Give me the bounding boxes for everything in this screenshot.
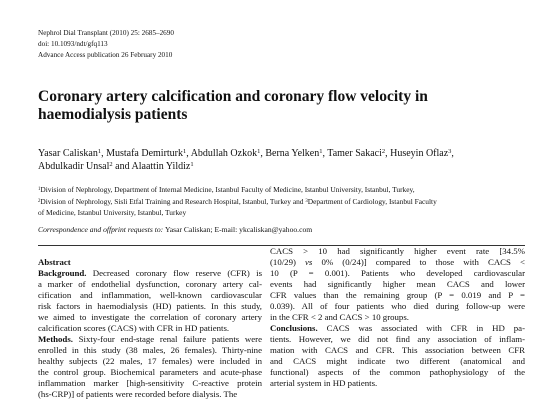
abstract-line: the control group. Biochemical parameter…	[38, 367, 262, 377]
text: CACS > 10 had significantly higher event…	[270, 246, 525, 256]
text: cification and inflammation, well-known …	[38, 290, 262, 300]
text: the control group. Biochemical parameter…	[38, 367, 262, 377]
bold-text: Abstract	[38, 257, 71, 267]
abstract-line: we aimed to investigate the correlation …	[38, 312, 262, 322]
text: a marker of endothelial dysfunction, cor…	[38, 279, 262, 289]
correspondence: Correspondence and offprint requests to:…	[38, 225, 312, 234]
text: we aimed to investigate the correlation …	[38, 312, 262, 322]
abstract-line: (10/29) vs 0% (0/24)] compared to those …	[270, 257, 525, 267]
text: (hs-CRP)] of patients were recorded befo…	[38, 389, 238, 399]
text: and CACS might indicate two different (a…	[270, 356, 525, 366]
journal-info: Nephrol Dial Transplant (2010) 25: 2685–…	[38, 29, 174, 37]
rule	[38, 245, 525, 246]
text: tients. However, we did not find any ass…	[270, 334, 525, 344]
text: Abdulkadir Unsal	[38, 161, 110, 172]
text: calcification scores (CACS) with CFR in …	[38, 323, 230, 333]
superscript: 1	[97, 148, 102, 156]
text: CACS was associated with CFR in HD pa-	[317, 323, 525, 333]
journal-info: doi: 10.1093/ndt/gfq113	[38, 40, 108, 48]
text: risk factors in haemodialysis (HD) patie…	[38, 301, 262, 311]
text: 0% (0/24)] compared to those with CACS <	[312, 257, 526, 267]
abstract-line: healthy subjects (22 males, 17 females) …	[38, 356, 262, 366]
superscript: 2	[381, 148, 386, 156]
text: arterial system in HD patients.	[270, 378, 378, 388]
author-line: Abdulkadir Unsal2 and Alaattin Yildiz1	[38, 161, 528, 172]
abstract-line: arterial system in HD patients.	[270, 378, 525, 388]
superscript: 1	[319, 148, 323, 156]
text: , Huseyin Oflaz	[385, 148, 449, 159]
text: 10 (P = 0.001). Patients who developed c…	[270, 268, 525, 278]
text: Department of Cardiology, Istanbul Facul…	[307, 196, 437, 206]
abstract-line: risk factors in haemodialysis (HD) patie…	[38, 301, 262, 311]
abstract-line: inflammation marker [high-sensitivity C-…	[38, 378, 262, 388]
article-title: haemodialysis patients	[38, 106, 188, 123]
superscript: 1	[190, 161, 194, 169]
text: Yasar Caliskan	[38, 148, 98, 159]
bold-text: Conclusions.	[270, 323, 318, 333]
text: mation with CACS and CFR. This associati…	[270, 345, 525, 355]
text: , Berna Yelken	[260, 148, 320, 159]
abstract-line: Conclusions. CACS was associated with CF…	[270, 323, 525, 333]
abstract-line: Methods. Sixty-four end-stage renal fail…	[38, 334, 262, 344]
text: , Abdullah Ozkok	[186, 148, 258, 159]
bold-text: Methods.	[38, 334, 73, 344]
text: Yasar Caliskan; E-mail: ykcaliskan@yahoo…	[165, 225, 313, 234]
abstract-line: events had significantly higher mean CAC…	[270, 279, 525, 289]
abstract-line: in the CFR < 2 and CACS > 10 groups.	[270, 312, 525, 322]
text: of Medicine, Istanbul University, Istanb…	[38, 208, 187, 217]
bold-text: Background.	[38, 268, 87, 278]
italic-text: Correspondence and offprint requests to:	[38, 225, 166, 234]
text: inflammation marker [high-sensitivity C-…	[38, 378, 262, 388]
superscript: 2	[109, 161, 113, 169]
text: 0.039). All of four patients who died du…	[270, 301, 525, 311]
abstract-line: and CACS might indicate two different (a…	[270, 356, 525, 366]
text: in the CFR < 2 and CACS > 10 groups.	[270, 312, 409, 322]
italic-text: vs	[305, 257, 313, 267]
text: , Tamer Sakaci	[322, 148, 382, 159]
abstract-line: functional) aspects of the common pathop…	[270, 367, 525, 377]
abstract-line: 10 (P = 0.001). Patients who developed c…	[270, 268, 525, 278]
text: Division of Nephrology, Sisli Etfal Trai…	[40, 196, 306, 206]
abstract-line: calcification scores (CACS) with CFR in …	[38, 323, 262, 333]
article-title: Coronary artery calcification and corona…	[38, 88, 428, 105]
text: ,	[451, 148, 454, 159]
text: healthy subjects (22 males, 17 females) …	[38, 356, 262, 366]
text: CFR values than the remaining group (P =…	[270, 290, 525, 300]
text: functional) aspects of the common pathop…	[270, 367, 525, 377]
superscript: 1	[257, 148, 261, 156]
superscript: 2	[38, 198, 41, 204]
text: and Alaattin Yildiz	[112, 161, 191, 172]
superscript: 1	[38, 186, 41, 192]
text: Sixty-four end-stage renal failure patie…	[72, 334, 262, 344]
abstract-line: Abstract	[38, 257, 262, 267]
abstract-line: CFR values than the remaining group (P =…	[270, 290, 525, 300]
affiliation-line: of Medicine, Istanbul University, Istanb…	[38, 208, 528, 217]
abstract-line: enrolled in this study (38 males, 26 fem…	[38, 345, 262, 355]
abstract-line: a marker of endothelial dysfunction, cor…	[38, 279, 262, 289]
affiliation-line: 2Division of Nephrology, Sisli Etfal Tra…	[38, 197, 528, 206]
abstract-line: (hs-CRP)] of patients were recorded befo…	[38, 389, 262, 399]
text: , Mustafa Demirturk	[101, 148, 184, 159]
abstract-line: 0.039). All of four patients who died du…	[270, 301, 525, 311]
author-line: Yasar Caliskan1, Mustafa Demirturk1, Abd…	[38, 148, 528, 159]
superscript: 3	[448, 148, 452, 156]
abstract-line: cification and inflammation, well-known …	[38, 290, 262, 300]
text: enrolled in this study (38 males, 26 fem…	[38, 345, 262, 355]
abstract-line: tients. However, we did not find any ass…	[270, 334, 525, 344]
affiliation-line: 1Division of Nephrology, Department of I…	[38, 185, 528, 194]
abstract-line: mation with CACS and CFR. This associati…	[270, 345, 525, 355]
journal-info: Advance Access publication 26 February 2…	[38, 51, 173, 59]
text: events had significantly higher mean CAC…	[270, 279, 525, 289]
text: (10/29)	[270, 257, 306, 267]
abstract-line: Background. Decreased coronary flow rese…	[38, 268, 262, 278]
text: Decreased coronary flow reserve (CFR) is	[86, 268, 262, 278]
superscript: 1	[183, 148, 187, 156]
abstract-line: CACS > 10 had significantly higher event…	[270, 246, 525, 256]
text: Division of Nephrology, Department of In…	[40, 185, 415, 194]
superscript: 3	[305, 198, 308, 204]
